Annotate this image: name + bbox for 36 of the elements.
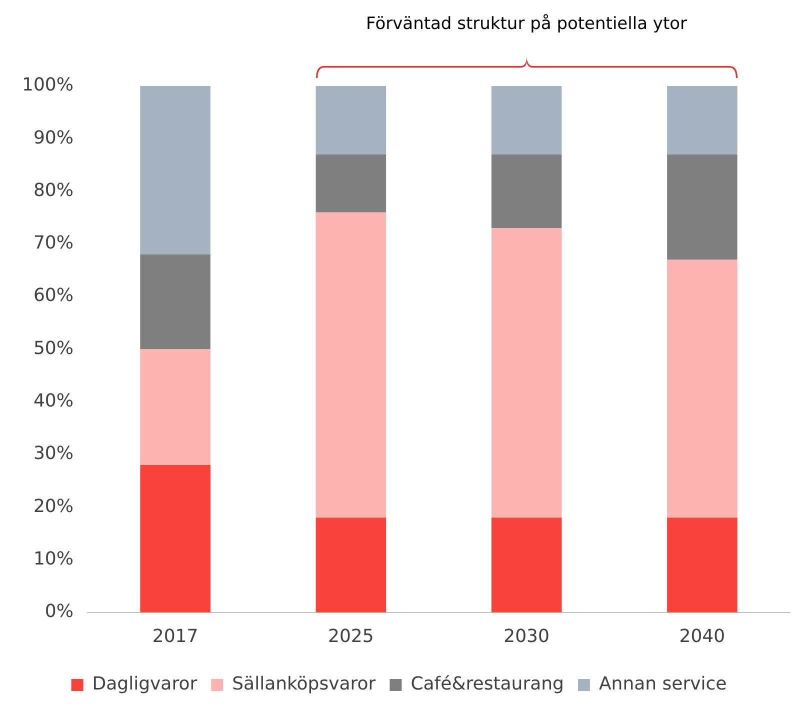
bar xyxy=(667,154,738,260)
x-tick-label: 2025 xyxy=(328,626,374,647)
bar xyxy=(491,154,562,228)
y-tick-label: 40% xyxy=(33,390,74,412)
bar xyxy=(491,228,562,518)
y-tick-label: 60% xyxy=(33,285,74,306)
bar xyxy=(140,254,210,350)
x-tick-label: 2040 xyxy=(679,626,726,647)
bar xyxy=(316,154,386,212)
y-tick-label: 20% xyxy=(33,496,74,517)
y-tick-label: 70% xyxy=(33,232,74,254)
bar xyxy=(667,86,738,154)
bar xyxy=(316,86,386,154)
x-tick-label: 2017 xyxy=(152,626,198,647)
text: Förväntad struktur på potentiella ytor xyxy=(365,14,688,34)
bar xyxy=(491,518,562,612)
y-tick-label: 50% xyxy=(33,338,74,359)
y-tick-label: 30% xyxy=(33,443,74,464)
y-tick-label: 0% xyxy=(44,601,74,622)
bar xyxy=(491,86,562,154)
y-tick-label: 10% xyxy=(33,548,74,570)
bar xyxy=(316,212,386,518)
legend-label: Café&restaurang xyxy=(410,674,564,695)
bar xyxy=(140,86,210,254)
legend-label: Dagligvaror xyxy=(92,674,198,695)
legend-label: Sällanköpsvaror xyxy=(232,674,376,695)
y-tick-label: 80% xyxy=(33,180,74,201)
bar xyxy=(140,349,210,466)
y-tick-label: 100% xyxy=(22,74,74,96)
bar xyxy=(667,518,738,612)
legend-label: Annan service xyxy=(598,674,727,695)
x-tick-label: 2030 xyxy=(504,626,550,647)
bar xyxy=(316,518,386,612)
bar xyxy=(140,465,210,612)
y-tick-label: 90% xyxy=(33,127,74,148)
bar xyxy=(667,260,738,518)
